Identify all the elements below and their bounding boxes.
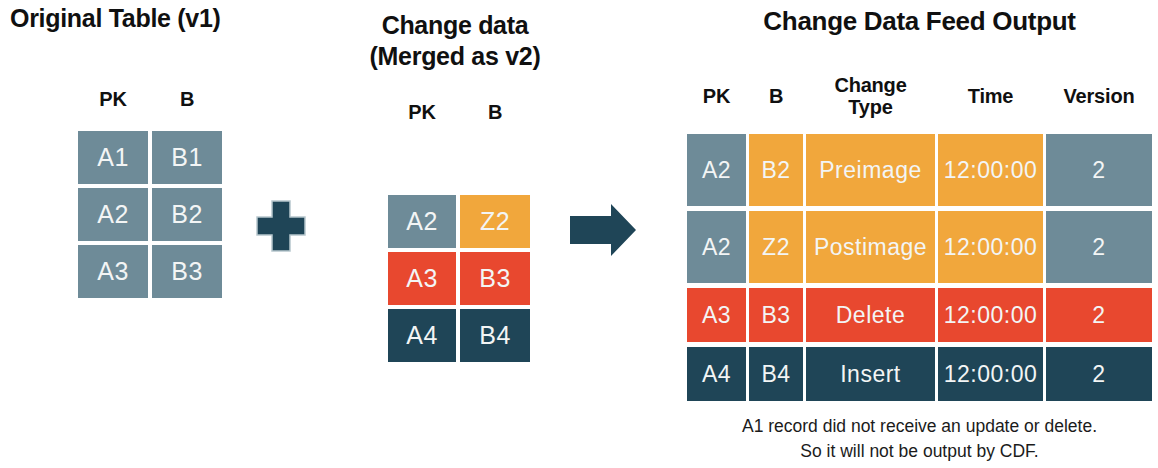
column-header-version: Version xyxy=(1046,70,1152,122)
change-data-title-line1: Change data xyxy=(330,10,580,41)
original-table-headers: PK B xyxy=(78,86,222,112)
table-cell: 12:00:00 xyxy=(938,288,1043,342)
plus-icon xyxy=(256,200,306,252)
original-table-grid: A1 B1 A2 B2 A3 B3 xyxy=(78,131,222,298)
footnote: A1 record did not receive an update or d… xyxy=(687,414,1152,465)
table-cell: B3 xyxy=(460,252,530,305)
table-cell: Z2 xyxy=(460,195,530,248)
table-cell: A1 xyxy=(78,131,148,184)
table-cell: B1 xyxy=(152,131,222,184)
change-data-headers: PK B xyxy=(388,99,530,125)
table-cell: Z2 xyxy=(749,211,803,283)
table-cell: B3 xyxy=(749,288,803,342)
table-cell: Delete xyxy=(806,288,935,342)
column-header-b: B xyxy=(152,86,222,112)
table-cell: A2 xyxy=(687,211,746,283)
table-cell: 12:00:00 xyxy=(938,134,1043,206)
table-cell: B4 xyxy=(460,309,530,362)
table-cell: A4 xyxy=(687,347,746,401)
footnote-line1: A1 record did not receive an update or d… xyxy=(687,414,1152,439)
cdf-diagram: Original Table (v1) PK B A1 B1 A2 B2 A3 … xyxy=(0,0,1158,468)
footnote-line2: So it will not be output by CDF. xyxy=(687,439,1152,464)
table-cell: Postimage xyxy=(806,211,935,283)
change-data-title: Change data (Merged as v2) xyxy=(330,10,580,71)
cdf-output-title: Change Data Feed Output xyxy=(687,6,1152,38)
table-cell: Preimage xyxy=(806,134,935,206)
table-cell: A3 xyxy=(388,252,456,305)
column-header-b: B xyxy=(460,99,530,125)
column-header-pk: PK xyxy=(687,70,746,122)
table-cell: B3 xyxy=(152,245,222,298)
change-data-title-line2: (Merged as v2) xyxy=(330,41,580,72)
column-header-pk: PK xyxy=(78,86,148,112)
table-cell: Insert xyxy=(806,347,935,401)
table-cell: 12:00:00 xyxy=(938,211,1043,283)
column-header-pk: PK xyxy=(388,99,456,125)
change-data-grid: A2 Z2 A3 B3 A4 B4 xyxy=(388,195,530,362)
table-cell: A4 xyxy=(388,309,456,362)
table-cell: 2 xyxy=(1046,347,1152,401)
table-cell: B4 xyxy=(749,347,803,401)
arrow-right-icon xyxy=(570,200,638,260)
table-cell: 2 xyxy=(1046,134,1152,206)
table-cell: B2 xyxy=(749,134,803,206)
column-header-b: B xyxy=(749,70,803,122)
table-cell: B2 xyxy=(152,188,222,241)
table-cell: 2 xyxy=(1046,211,1152,283)
table-cell: A3 xyxy=(687,288,746,342)
table-cell: A3 xyxy=(78,245,148,298)
table-cell: 12:00:00 xyxy=(938,347,1043,401)
original-table-title: Original Table (v1) xyxy=(10,3,221,34)
table-cell: A2 xyxy=(388,195,456,248)
cdf-output-grid: A2 B2 Preimage 12:00:00 2 A2 Z2 Postimag… xyxy=(687,134,1152,401)
table-cell: 2 xyxy=(1046,288,1152,342)
table-cell: A2 xyxy=(78,188,148,241)
table-cell: A2 xyxy=(687,134,746,206)
column-header-time: Time xyxy=(938,70,1043,122)
cdf-output-headers: PK B Change Type Time Version xyxy=(687,70,1152,122)
column-header-change-type: Change Type xyxy=(806,70,935,122)
